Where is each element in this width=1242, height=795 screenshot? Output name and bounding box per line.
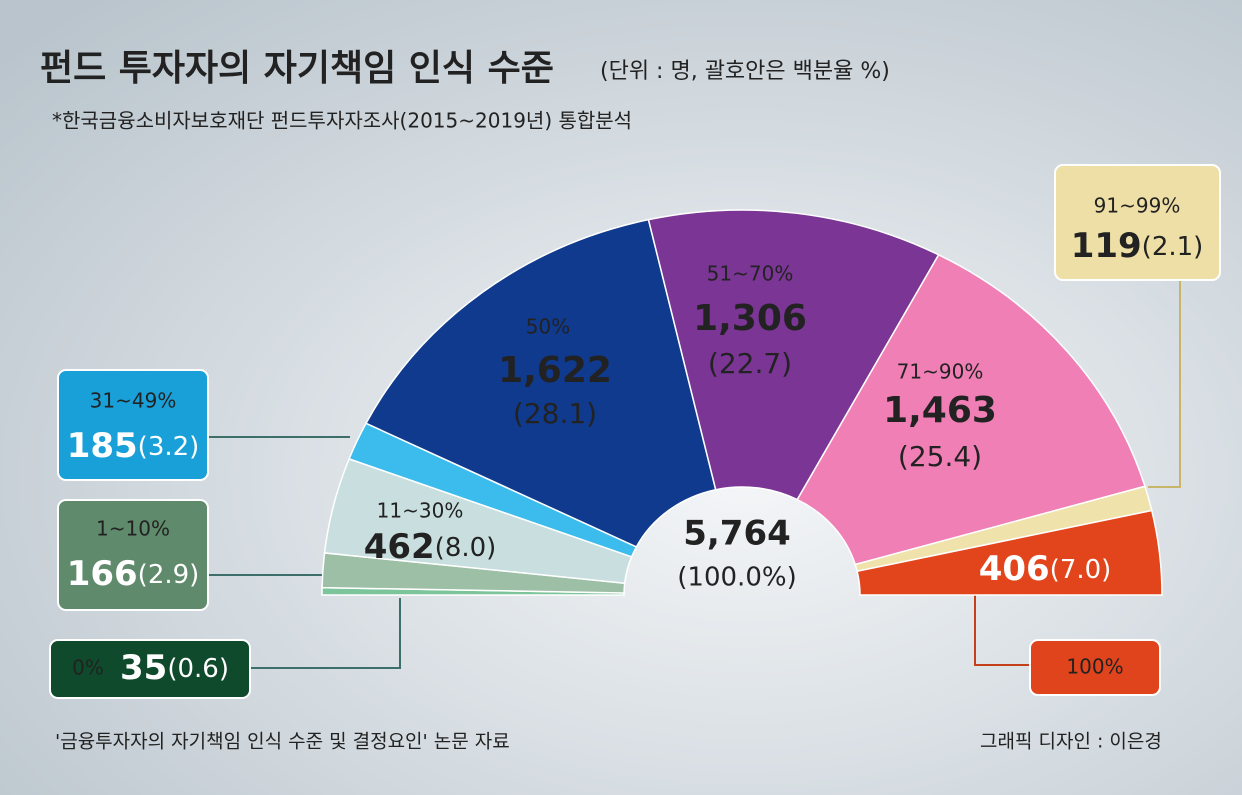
value-label: 462 [364, 527, 435, 567]
leader-line [974, 590, 1030, 666]
category-label: 91~99% [1094, 194, 1181, 218]
share-label: (7.0) [1050, 555, 1112, 585]
category-label: 11~30% [377, 499, 464, 523]
value-label-group: 462(8.0) [364, 527, 497, 567]
value-label: 35 [120, 648, 167, 688]
chart: 0% 35(0.6) 1~10% 166(2.9) 11~30% 462(8.0) 31~4… [49, 164, 1221, 699]
value-label-group: 119(2.1) [1071, 226, 1204, 266]
value-label: 1,463 [883, 390, 997, 431]
total-share-label: (100.0%) [677, 563, 796, 593]
credit: 그래픽 디자인 : 이은경 [980, 731, 1162, 753]
donut-segment [856, 509, 1163, 596]
share-label: (0.6) [167, 654, 229, 684]
value-label: 166 [67, 554, 138, 594]
share-label: (22.7) [708, 347, 792, 380]
leader-line [1148, 280, 1181, 488]
value-label-group: 185(3.2) [67, 426, 200, 466]
share-label: (2.9) [138, 560, 200, 590]
category-label: 31~49% [90, 389, 177, 413]
title: 펀드 투자자의 자기책임 인식 수준 [40, 48, 554, 89]
value-label-group: 35(0.6) [120, 648, 229, 688]
value-label: 119 [1071, 226, 1142, 266]
value-label: 1,622 [498, 350, 612, 391]
share-label: (28.1) [513, 397, 597, 430]
share-label: (25.4) [898, 440, 982, 473]
leader-line [250, 598, 401, 669]
unit-note: (단위 : 명, 괄호안은 백분율 %) [600, 59, 890, 84]
label-box [1029, 639, 1161, 696]
value-label: 1,306 [693, 298, 807, 339]
label-box [49, 639, 251, 699]
value-label-group: 166(2.9) [67, 554, 200, 594]
donut-segment [647, 209, 940, 501]
share-label: (2.1) [1142, 232, 1204, 262]
donut-segment [796, 253, 1146, 566]
share-label: (8.0) [435, 533, 497, 563]
label-box [1054, 164, 1221, 281]
leader-lines [208, 280, 1181, 669]
source: '금융투자자의 자기책임 인식 수준 및 결정요인' 논문 자료 [55, 731, 510, 753]
category-label: 100% [1066, 655, 1123, 679]
category-label: 50% [526, 315, 570, 339]
value-label-group: 406(7.0) [979, 549, 1112, 589]
category-label: 1~10% [96, 517, 170, 541]
label-box [57, 499, 209, 611]
total-label: 5,764 [683, 514, 791, 554]
category-label: 51~70% [707, 262, 794, 286]
value-label: 406 [979, 549, 1050, 589]
label-box [57, 369, 209, 481]
category-label: 0% [72, 656, 104, 680]
donut-segment [365, 218, 717, 548]
share-label: (3.2) [138, 432, 200, 462]
value-label: 185 [67, 426, 138, 466]
category-label: 71~90% [897, 360, 984, 384]
subtitle: *한국금융소비자보호재단 펀드투자자조사(2015~2019년) 통합분석 [52, 109, 632, 133]
